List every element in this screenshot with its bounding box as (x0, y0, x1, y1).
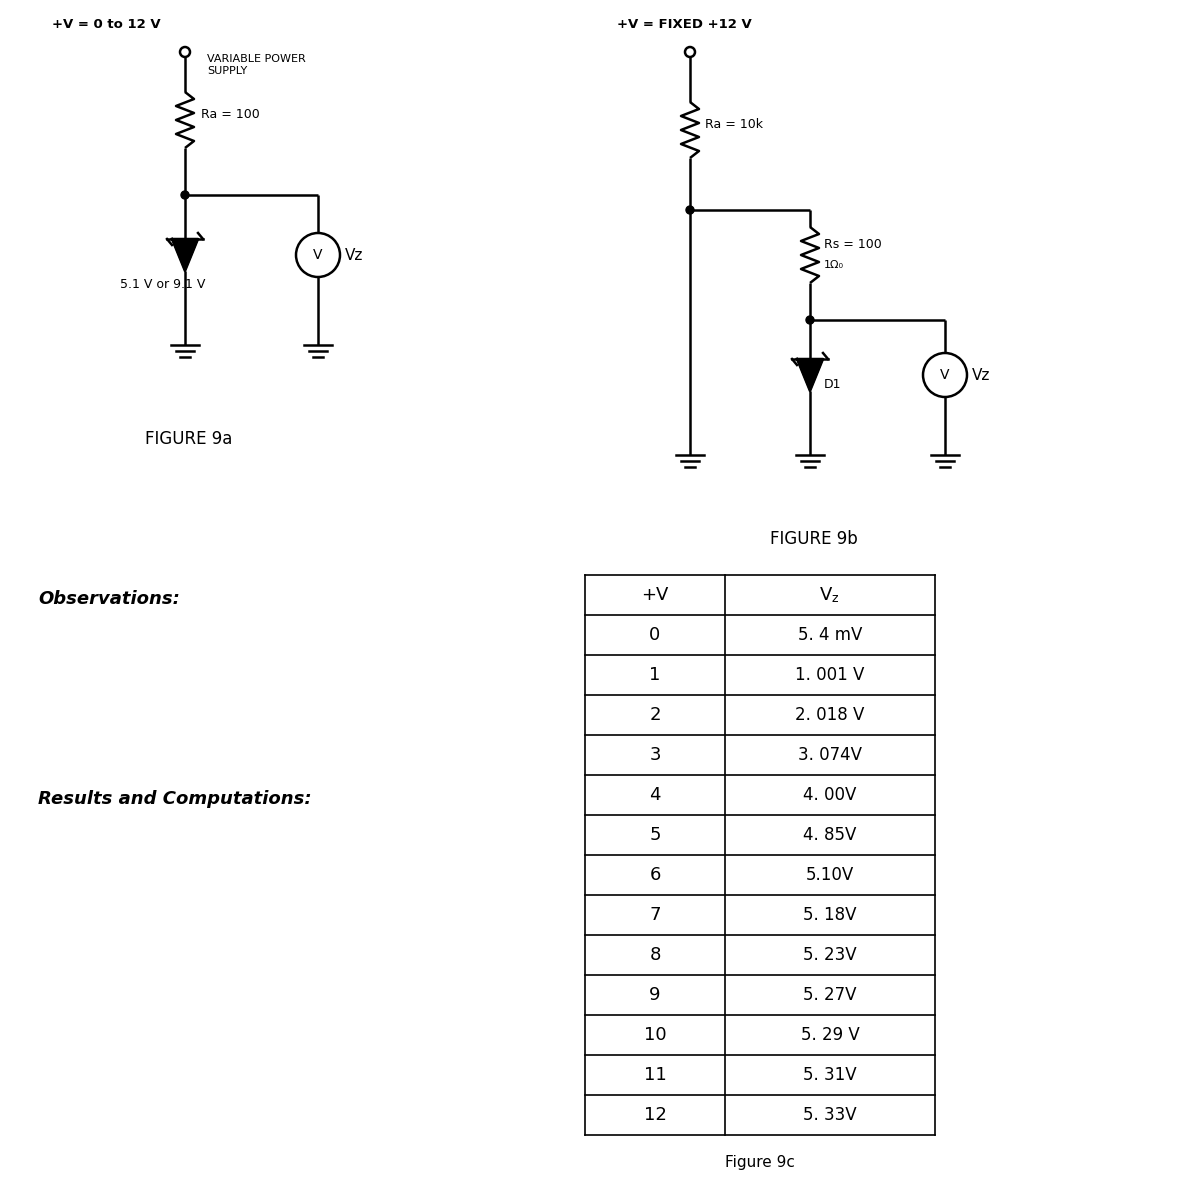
Text: 3. 074V: 3. 074V (798, 746, 862, 765)
Text: Rs = 100: Rs = 100 (824, 239, 882, 252)
Text: Vz: Vz (972, 367, 990, 383)
Text: +V: +V (641, 586, 668, 604)
Text: Vz: Vz (346, 247, 364, 263)
Text: 5: 5 (649, 826, 661, 844)
Text: 4: 4 (649, 786, 661, 804)
Text: 5.1 V or 9.1 V: 5.1 V or 9.1 V (120, 278, 205, 291)
Text: 0: 0 (649, 625, 661, 644)
Text: +V = FIXED +12 V: +V = FIXED +12 V (617, 18, 751, 31)
Text: 1. 001 V: 1. 001 V (796, 666, 865, 684)
Text: Results and Computations:: Results and Computations: (38, 789, 312, 809)
Text: 5. 31V: 5. 31V (803, 1067, 857, 1084)
Text: Figure 9c: Figure 9c (725, 1155, 794, 1170)
Text: 8: 8 (649, 946, 661, 964)
Text: VARIABLE POWER
SUPPLY: VARIABLE POWER SUPPLY (208, 54, 306, 76)
Text: V: V (941, 369, 949, 382)
Text: 5. 33V: 5. 33V (803, 1106, 857, 1124)
Text: 4. 00V: 4. 00V (803, 786, 857, 804)
Text: Observations:: Observations: (38, 590, 180, 608)
Text: 5.10V: 5.10V (806, 866, 854, 883)
Text: Ra = 100: Ra = 100 (202, 108, 259, 121)
Circle shape (686, 206, 694, 214)
Text: 10: 10 (643, 1026, 666, 1044)
Text: 11: 11 (643, 1067, 666, 1084)
Polygon shape (172, 239, 198, 271)
Text: V: V (820, 586, 832, 604)
Text: +V = 0 to 12 V: +V = 0 to 12 V (52, 18, 161, 31)
Text: 5. 18V: 5. 18V (803, 906, 857, 924)
Text: Ra = 10k: Ra = 10k (706, 119, 763, 132)
Text: 7: 7 (649, 906, 661, 924)
Text: 4. 85V: 4. 85V (803, 826, 857, 844)
Text: 12: 12 (643, 1106, 666, 1124)
Text: V: V (313, 249, 323, 262)
Polygon shape (797, 359, 823, 391)
Text: FIGURE 9b: FIGURE 9b (770, 530, 858, 548)
Text: D1: D1 (824, 378, 841, 391)
Text: 3: 3 (649, 746, 661, 765)
Text: 5. 23V: 5. 23V (803, 946, 857, 964)
Text: 5. 29 V: 5. 29 V (800, 1026, 859, 1044)
Text: FIGURE 9a: FIGURE 9a (145, 430, 233, 448)
Text: 5. 27V: 5. 27V (803, 986, 857, 1004)
Text: 6: 6 (649, 866, 661, 883)
Text: 1: 1 (649, 666, 661, 684)
Text: 2: 2 (649, 706, 661, 724)
Text: 5. 4 mV: 5. 4 mV (798, 625, 862, 644)
Text: z: z (832, 592, 839, 605)
Circle shape (181, 191, 190, 199)
Text: 1Ω₀: 1Ω₀ (824, 260, 844, 270)
Text: 2. 018 V: 2. 018 V (796, 706, 865, 724)
Circle shape (806, 316, 814, 323)
Text: 9: 9 (649, 986, 661, 1004)
